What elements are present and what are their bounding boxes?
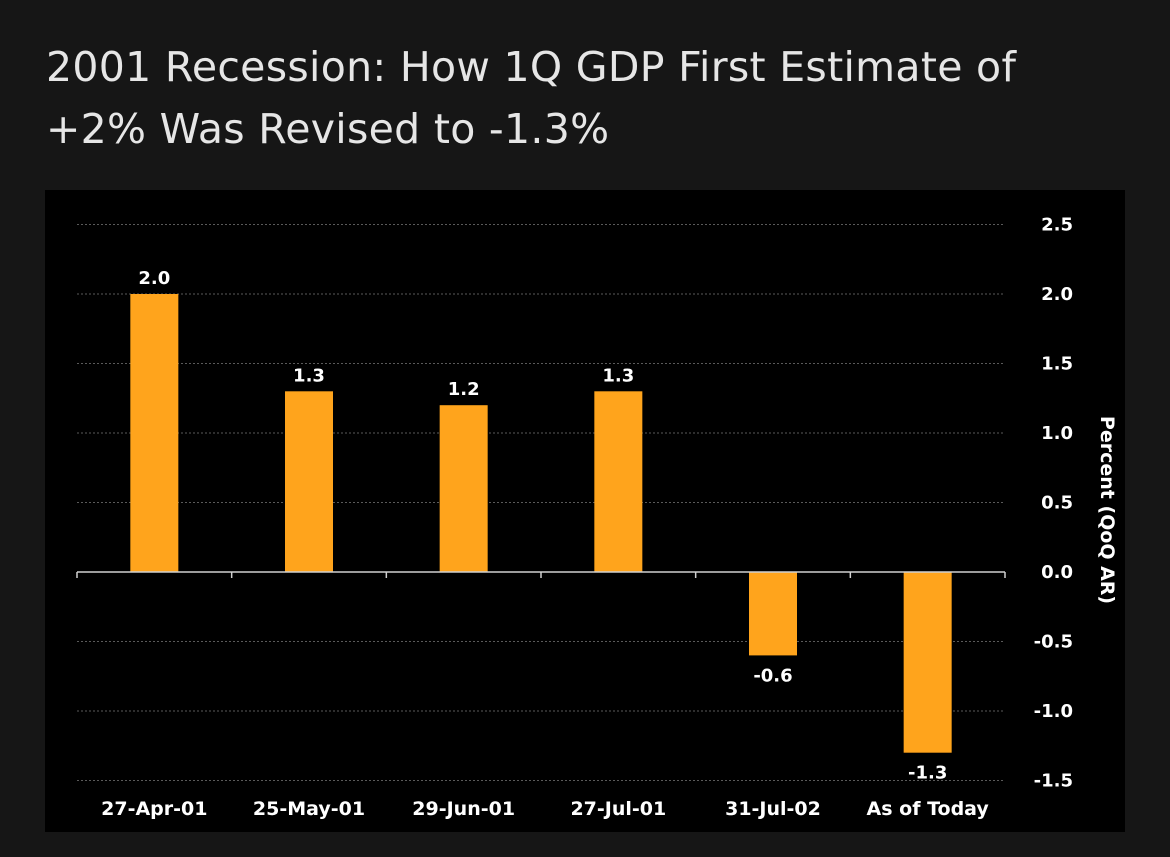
bar-5 — [749, 572, 797, 656]
page-title: 2001 Recession: How 1Q GDP First Estimat… — [46, 43, 1017, 153]
x-tick-label: 31-Jul-02 — [725, 798, 821, 820]
data-label: 1.2 — [448, 379, 480, 400]
bar-2 — [285, 391, 333, 572]
x-axis-labels: 27-Apr-01 25-May-01 29-Jun-01 27-Jul-01 31-J… — [101, 798, 989, 820]
data-label: 1.3 — [602, 365, 634, 386]
y-tick-label: 1.0 — [1041, 423, 1073, 444]
x-tick-label: 29-Jun-01 — [412, 798, 515, 820]
y-tick-label: 0.5 — [1041, 493, 1073, 514]
data-labels: 2.0 1.3 1.2 1.3 -0.6 -1.3 — [138, 268, 947, 784]
y-tick-label: -0.5 — [1034, 632, 1073, 653]
y-axis: 2.5 2.0 1.5 1.0 0.5 0.0 -0.5 -1.0 -1.5 — [1034, 215, 1073, 792]
data-label: 1.3 — [293, 365, 325, 386]
y-tick-label: 2.0 — [1041, 284, 1073, 305]
chart-panel: 2.0 1.3 1.2 1.3 -0.6 -1.3 2.5 2.0 1.5 1.0 0.5 0.0 -… — [45, 190, 1125, 832]
x-axis — [76, 571, 1006, 578]
x-tick-label: 27-Jul-01 — [570, 798, 666, 820]
bar-chart: 2.0 1.3 1.2 1.3 -0.6 -1.3 2.5 2.0 1.5 1.0 0.5 0.0 -… — [76, 215, 1118, 820]
x-tick-label: 27-Apr-01 — [101, 798, 207, 820]
data-label: -0.6 — [753, 665, 792, 686]
y-tick-label: 1.5 — [1041, 354, 1073, 375]
data-label: -1.3 — [908, 763, 947, 784]
x-tick-label: 25-May-01 — [253, 798, 365, 820]
y-axis-title: Percent (QoQ AR) — [1096, 416, 1118, 604]
bar-3 — [439, 405, 488, 572]
y-tick-label: 2.5 — [1041, 215, 1073, 236]
y-tick-label: -1.0 — [1034, 701, 1073, 722]
y-tick-label: 0.0 — [1041, 562, 1073, 583]
bar-1 — [130, 294, 179, 572]
gridlines — [77, 224, 1005, 781]
bars — [130, 294, 952, 753]
bar-4 — [594, 391, 643, 572]
data-label: 2.0 — [138, 268, 170, 289]
bar-6 — [903, 572, 952, 753]
x-tick-label: As of Today — [867, 798, 990, 820]
y-tick-label: -1.5 — [1034, 771, 1073, 792]
